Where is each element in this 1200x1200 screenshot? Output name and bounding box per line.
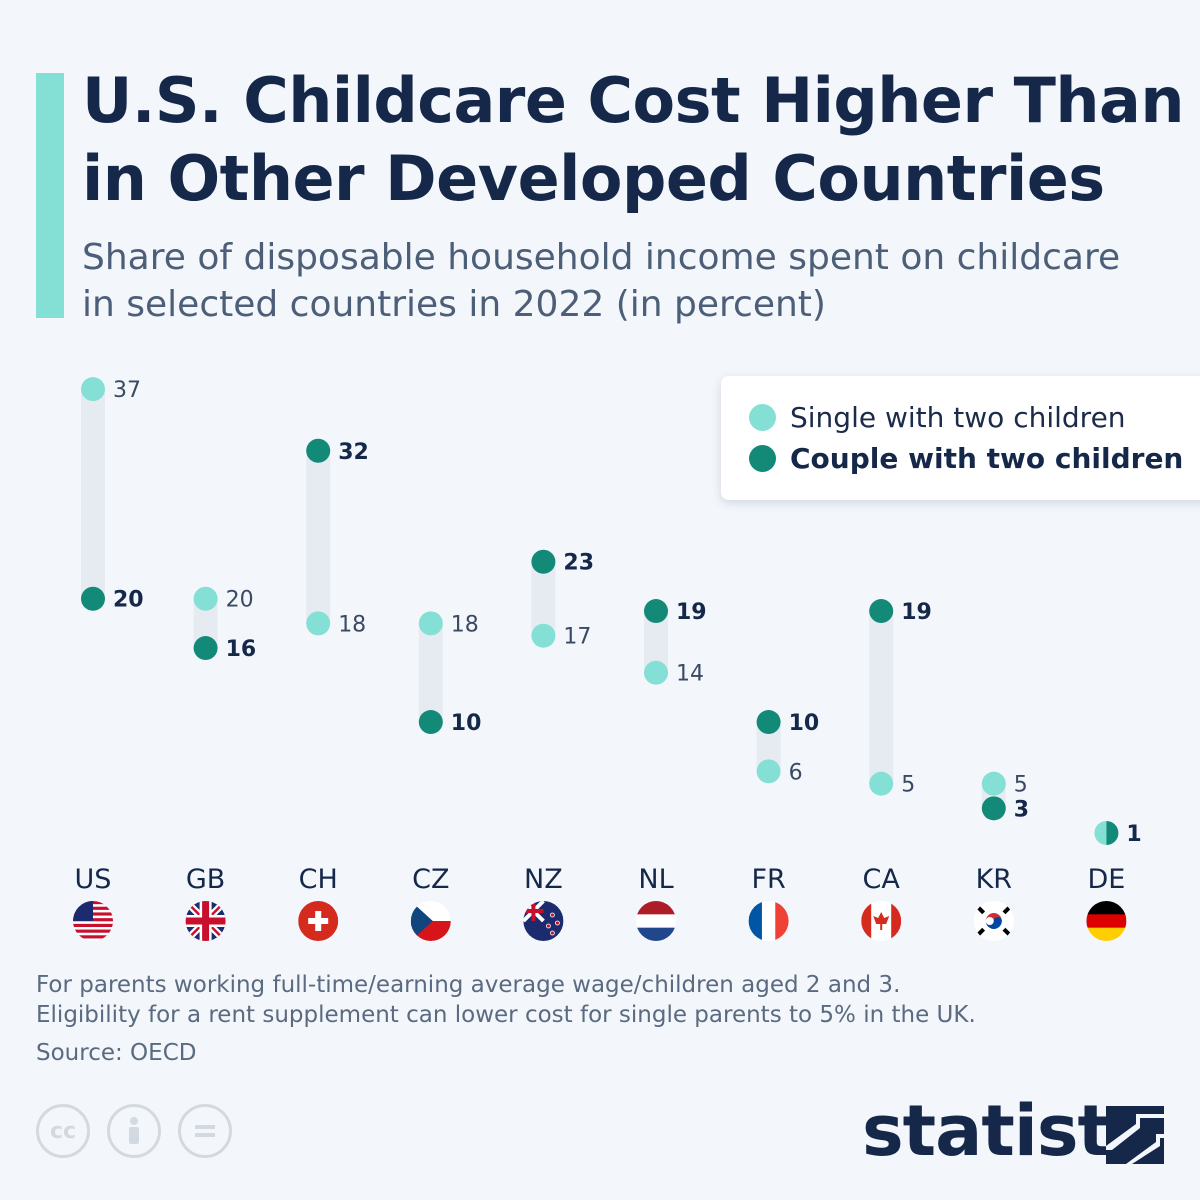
source-text: Source: OECD [36,1040,197,1066]
kr-flag-icon [973,901,1014,941]
dot-couple-de [1106,821,1119,845]
dot-couple-us [81,586,105,611]
category-label-fr: FR [751,864,785,895]
value-label-single-cz: 18 [451,612,479,637]
category-label-ca: CA [863,864,901,895]
dot-couple-gb [193,636,218,661]
no-derivatives-icon[interactable] [178,1104,232,1158]
legend-dot-single [749,403,776,431]
category-label-us: US [75,864,112,895]
category-label-ch: CH [299,864,338,895]
dot-single-gb [193,586,218,611]
dot-couple-ch [306,438,331,463]
category-label-nl: NL [638,864,673,895]
dot-couple-nz [531,549,556,574]
value-label-couple-gb: 16 [226,637,257,662]
connector-us [81,389,105,599]
dot-single-nz [531,623,556,648]
value-label-couple-kr: 3 [1014,797,1029,822]
value-label-single-ca: 5 [901,773,915,798]
license-icons: cc [36,1104,249,1158]
value-label-single-us: 37 [113,378,141,403]
dot-couple-ca [869,599,894,624]
dot-single-us [81,377,105,402]
accent-bar [36,73,64,318]
value-label-couple-ca: 19 [901,600,932,625]
footnote: For parents working full-time/earning av… [36,970,1136,1030]
us-flag-icon [73,901,113,941]
category-label-kr: KR [976,864,1012,895]
page-title: U.S. Childcare Cost Higher Than in Other… [82,64,1185,215]
value-label-couple-nl: 19 [676,600,707,625]
dot-couple-fr [756,710,781,735]
de-flag-icon [1086,901,1127,941]
dot-chart: 37 20 US 20 16 GB 18 32 CH 18 10 CZ 17 23 NZ 14 19 NL 6 10 F… [73,377,1142,941]
dot-couple-kr [981,796,1006,821]
legend-item-single: Single with two children [749,399,1126,435]
gb-flag-icon [185,901,226,941]
dot-single-de [1094,821,1107,845]
connector-cz [418,623,443,723]
value-label-couple-us: 20 [113,588,144,613]
legend-label-single: Single with two children [790,400,1126,434]
value-label-couple-fr: 10 [789,711,820,736]
statista-logo-icon [1106,1106,1164,1164]
nz-flag-icon [523,901,564,941]
dot-single-ca [869,771,894,796]
dot-single-fr [756,759,781,784]
dot-couple-cz [418,710,443,735]
dot-single-kr [981,771,1006,796]
legend: Single with two children Couple with two… [721,376,1200,500]
cz-flag-icon [410,901,451,941]
fr-flag-icon [748,901,789,941]
dot-single-cz [418,611,443,636]
connector-ca [869,611,894,784]
ch-flag-icon [298,901,339,941]
value-label-single-fr: 6 [789,760,803,785]
category-label-de: DE [1087,864,1125,895]
connector-ch [306,450,331,624]
page-subtitle: Share of disposable household income spe… [82,237,1121,325]
dot-couple-nl [644,599,668,624]
ca-flag-icon [861,901,902,941]
footnote-line-1: For parents working full-time/earning av… [36,972,901,998]
value-label-single-nz: 17 [563,625,591,650]
dot-single-nl [644,660,668,685]
value-label-couple-ch: 32 [338,440,369,465]
value-label-couple-nz: 23 [563,551,594,576]
cc-icon[interactable]: cc [36,1104,90,1158]
connector-nz [531,561,556,636]
nl-flag-icon [636,901,676,941]
legend-item-couple: Couple with two children [749,440,1183,476]
footnote-line-2: Eligibility for a rent supplement can lo… [36,1002,976,1028]
category-label-gb: GB [186,864,225,895]
category-label-nz: NZ [524,864,563,895]
value-label-single-nl: 14 [676,662,704,687]
value-label-couple-cz: 10 [451,711,482,736]
value-label-single-ch: 18 [338,612,366,637]
value-label-de: 1 [1126,822,1141,847]
value-label-single-kr: 5 [1014,773,1028,798]
legend-label-couple: Couple with two children [790,441,1184,475]
value-label-single-gb: 20 [226,588,254,613]
category-label-cz: CZ [412,864,449,895]
attribution-icon[interactable] [107,1104,161,1158]
legend-dot-couple [749,444,776,472]
dot-single-ch [306,611,331,636]
